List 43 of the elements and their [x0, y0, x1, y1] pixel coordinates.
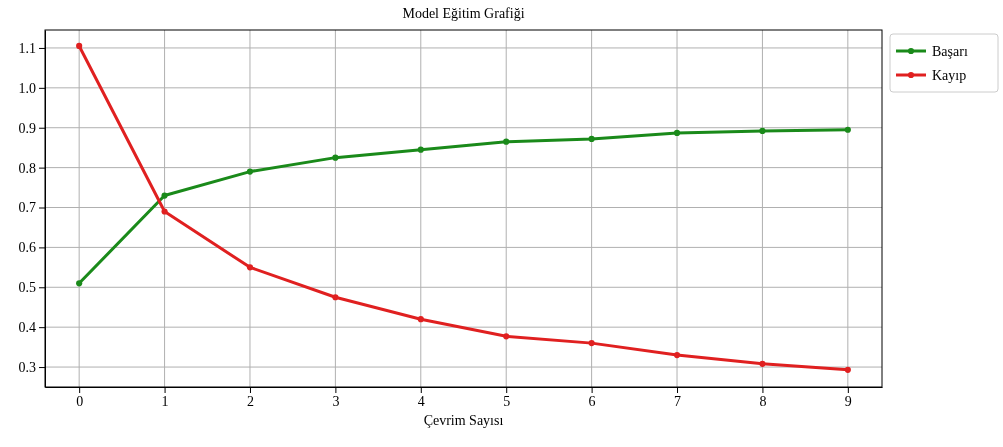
chart-title: Model Eğitim Grafiği	[402, 6, 525, 21]
x-tick-label: 5	[503, 393, 511, 409]
x-tick-label: 4	[417, 393, 425, 409]
point	[759, 360, 766, 367]
point	[673, 352, 681, 359]
point	[844, 366, 851, 373]
x-tick-label: 0	[76, 393, 84, 409]
point	[332, 294, 339, 301]
y-tick-label: 0.9	[18, 120, 36, 136]
x-tick-label: 9	[844, 393, 852, 409]
point	[76, 280, 83, 287]
x-tick-label: 6	[588, 393, 596, 409]
y-tick-label: 0.5	[18, 280, 36, 296]
point	[673, 129, 681, 136]
point	[759, 127, 766, 134]
point	[503, 138, 510, 145]
legend-label: Başarı	[932, 44, 968, 59]
point	[161, 208, 168, 215]
point	[588, 340, 595, 347]
y-tick-label: 0.6	[18, 240, 36, 256]
point	[503, 333, 510, 340]
y-tick-label: 0.4	[18, 320, 36, 336]
x-tick-label: 1	[161, 393, 169, 409]
x-tick-label: 8	[759, 393, 767, 409]
point	[588, 135, 595, 142]
point	[246, 264, 254, 271]
point	[76, 42, 83, 50]
point	[417, 146, 424, 153]
legend-label: Kayıp	[932, 68, 967, 83]
point	[161, 192, 168, 199]
point	[332, 154, 339, 161]
x-tick-label: 7	[674, 393, 682, 409]
y-tick-label: 0.8	[18, 160, 36, 176]
y-tick-label: 0.3	[18, 360, 36, 376]
y-tick-label: 1.1	[18, 40, 36, 56]
y-tick-label: 0.7	[18, 200, 36, 216]
x-tick-label: 3	[332, 393, 340, 409]
x-axis-title: Çevrim Sayısı	[423, 413, 504, 428]
point	[417, 316, 424, 323]
x-tick-label: 2	[246, 393, 254, 409]
point	[844, 126, 851, 133]
y-tick-label: 1.0	[18, 80, 36, 96]
point	[246, 168, 254, 175]
